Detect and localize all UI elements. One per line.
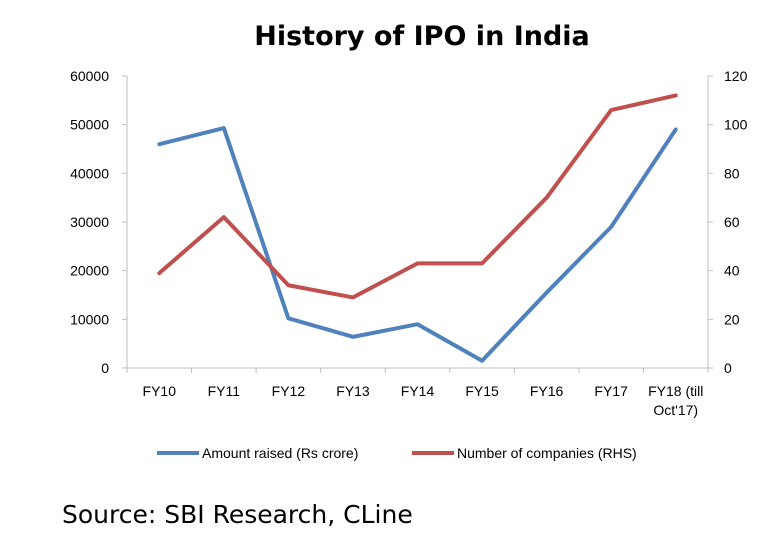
series-2-point — [546, 197, 548, 199]
y-left-tick-label: 0 — [101, 360, 109, 376]
source-note: Source: SBI Research, CLine — [62, 500, 413, 529]
y-right-tick-label: 60 — [724, 214, 740, 230]
series-1-point — [158, 143, 160, 145]
series-line-1 — [157, 126, 678, 363]
series-2-point — [481, 262, 483, 264]
series-2-point — [675, 94, 677, 96]
series-1-point — [610, 226, 612, 228]
y-right-tick-label: 100 — [724, 117, 748, 133]
x-tick-label: FY13 — [336, 383, 370, 399]
y-left-tick-label: 50000 — [70, 117, 109, 133]
series-1-point — [287, 317, 289, 319]
x-tick-label: FY11 — [208, 383, 241, 399]
axes: 0 10000 20000 30000 40000 50000 60000 0 20 40 60 80… — [70, 68, 748, 418]
y-right-tick-label: 0 — [724, 360, 732, 376]
legend: Amount raised (Rs crore) Number of compan… — [157, 445, 637, 461]
y-left-tick-label: 30000 — [70, 214, 109, 230]
series-1-point — [223, 127, 225, 129]
x-tick-label: FY14 — [401, 383, 435, 399]
y-left-tick-label: 60000 — [70, 68, 109, 84]
y-right-tick-label: 20 — [724, 311, 740, 327]
series-1-point — [417, 323, 418, 325]
y-left-tick-label: 40000 — [70, 165, 109, 181]
series-1-point — [481, 360, 483, 362]
series-1-point — [675, 129, 677, 131]
x-tick-label: FY17 — [594, 383, 628, 399]
series-2-point — [417, 262, 418, 264]
x-tick-label: FY18 (till Oct'17) — [648, 383, 703, 418]
series-1-point — [546, 292, 548, 294]
series-layer — [157, 93, 678, 363]
y-left-tick-label: 20000 — [70, 263, 109, 279]
y-left-tick-label: 10000 — [70, 311, 109, 327]
legend-label-1: Amount raised (Rs crore) — [202, 445, 358, 461]
legend-label-2: Number of companies (RHS) — [457, 445, 637, 461]
series-2-point — [287, 284, 289, 286]
x-tick-label: FY12 — [272, 383, 306, 399]
y-right-tick-label: 120 — [724, 68, 748, 84]
series-2-point — [158, 272, 160, 274]
x-tick-label: FY15 — [465, 383, 499, 399]
x-tick-label: FY10 — [143, 383, 177, 399]
series-2-point — [352, 296, 354, 298]
series-1-point — [352, 336, 354, 338]
y-right-tick-label: 80 — [724, 165, 740, 181]
y-right-tick-label: 40 — [724, 263, 740, 279]
x-tick-label: FY16 — [530, 383, 564, 399]
series-2-point — [610, 109, 612, 111]
series-2-point — [223, 216, 225, 218]
chart-title: History of IPO in India — [254, 21, 590, 52]
series-line-2 — [157, 93, 678, 300]
